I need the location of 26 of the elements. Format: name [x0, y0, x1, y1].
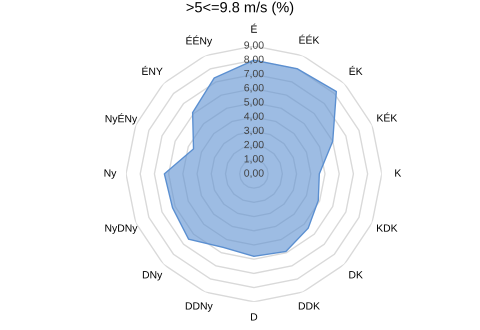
spoke-label: DDK	[298, 302, 320, 310]
spoke-label: KDK	[377, 224, 398, 232]
y-tick-label: 1,00	[244, 155, 264, 164]
spoke-label: Ny	[104, 169, 116, 179]
spoke-label: ÉK	[350, 66, 362, 75]
spoke-label: D	[251, 313, 258, 320]
spoke-label: DDNy	[186, 302, 213, 312]
spoke-label: KÉK	[377, 112, 398, 122]
spoke-label: ÉÉK	[299, 34, 320, 44]
y-tick-label: 5,00	[244, 98, 264, 107]
y-tick-label: 0,00	[244, 169, 264, 178]
y-tick-label: 9,00	[244, 41, 264, 50]
spoke-label: ÉNY	[142, 66, 163, 75]
y-tick-label: 6,00	[244, 84, 264, 93]
y-tick-label: 3,00	[244, 126, 264, 136]
spoke-label: K	[395, 169, 402, 177]
spoke-label: DNy	[142, 271, 162, 281]
spoke-label: ÉÉNy	[186, 35, 212, 47]
y-tick-label: 7,00	[244, 70, 264, 78]
spoke-label: É	[251, 24, 257, 33]
spoke-label: NyÉNy	[106, 113, 138, 124]
chart-title: >5<=9.8 m/s (%)	[186, 2, 294, 16]
spoke-label: NyDNy	[105, 224, 138, 234]
y-tick-label: 2,00	[244, 140, 264, 150]
y-tick-label: 4,00	[244, 112, 264, 122]
spoke-label: DK	[349, 271, 363, 278]
